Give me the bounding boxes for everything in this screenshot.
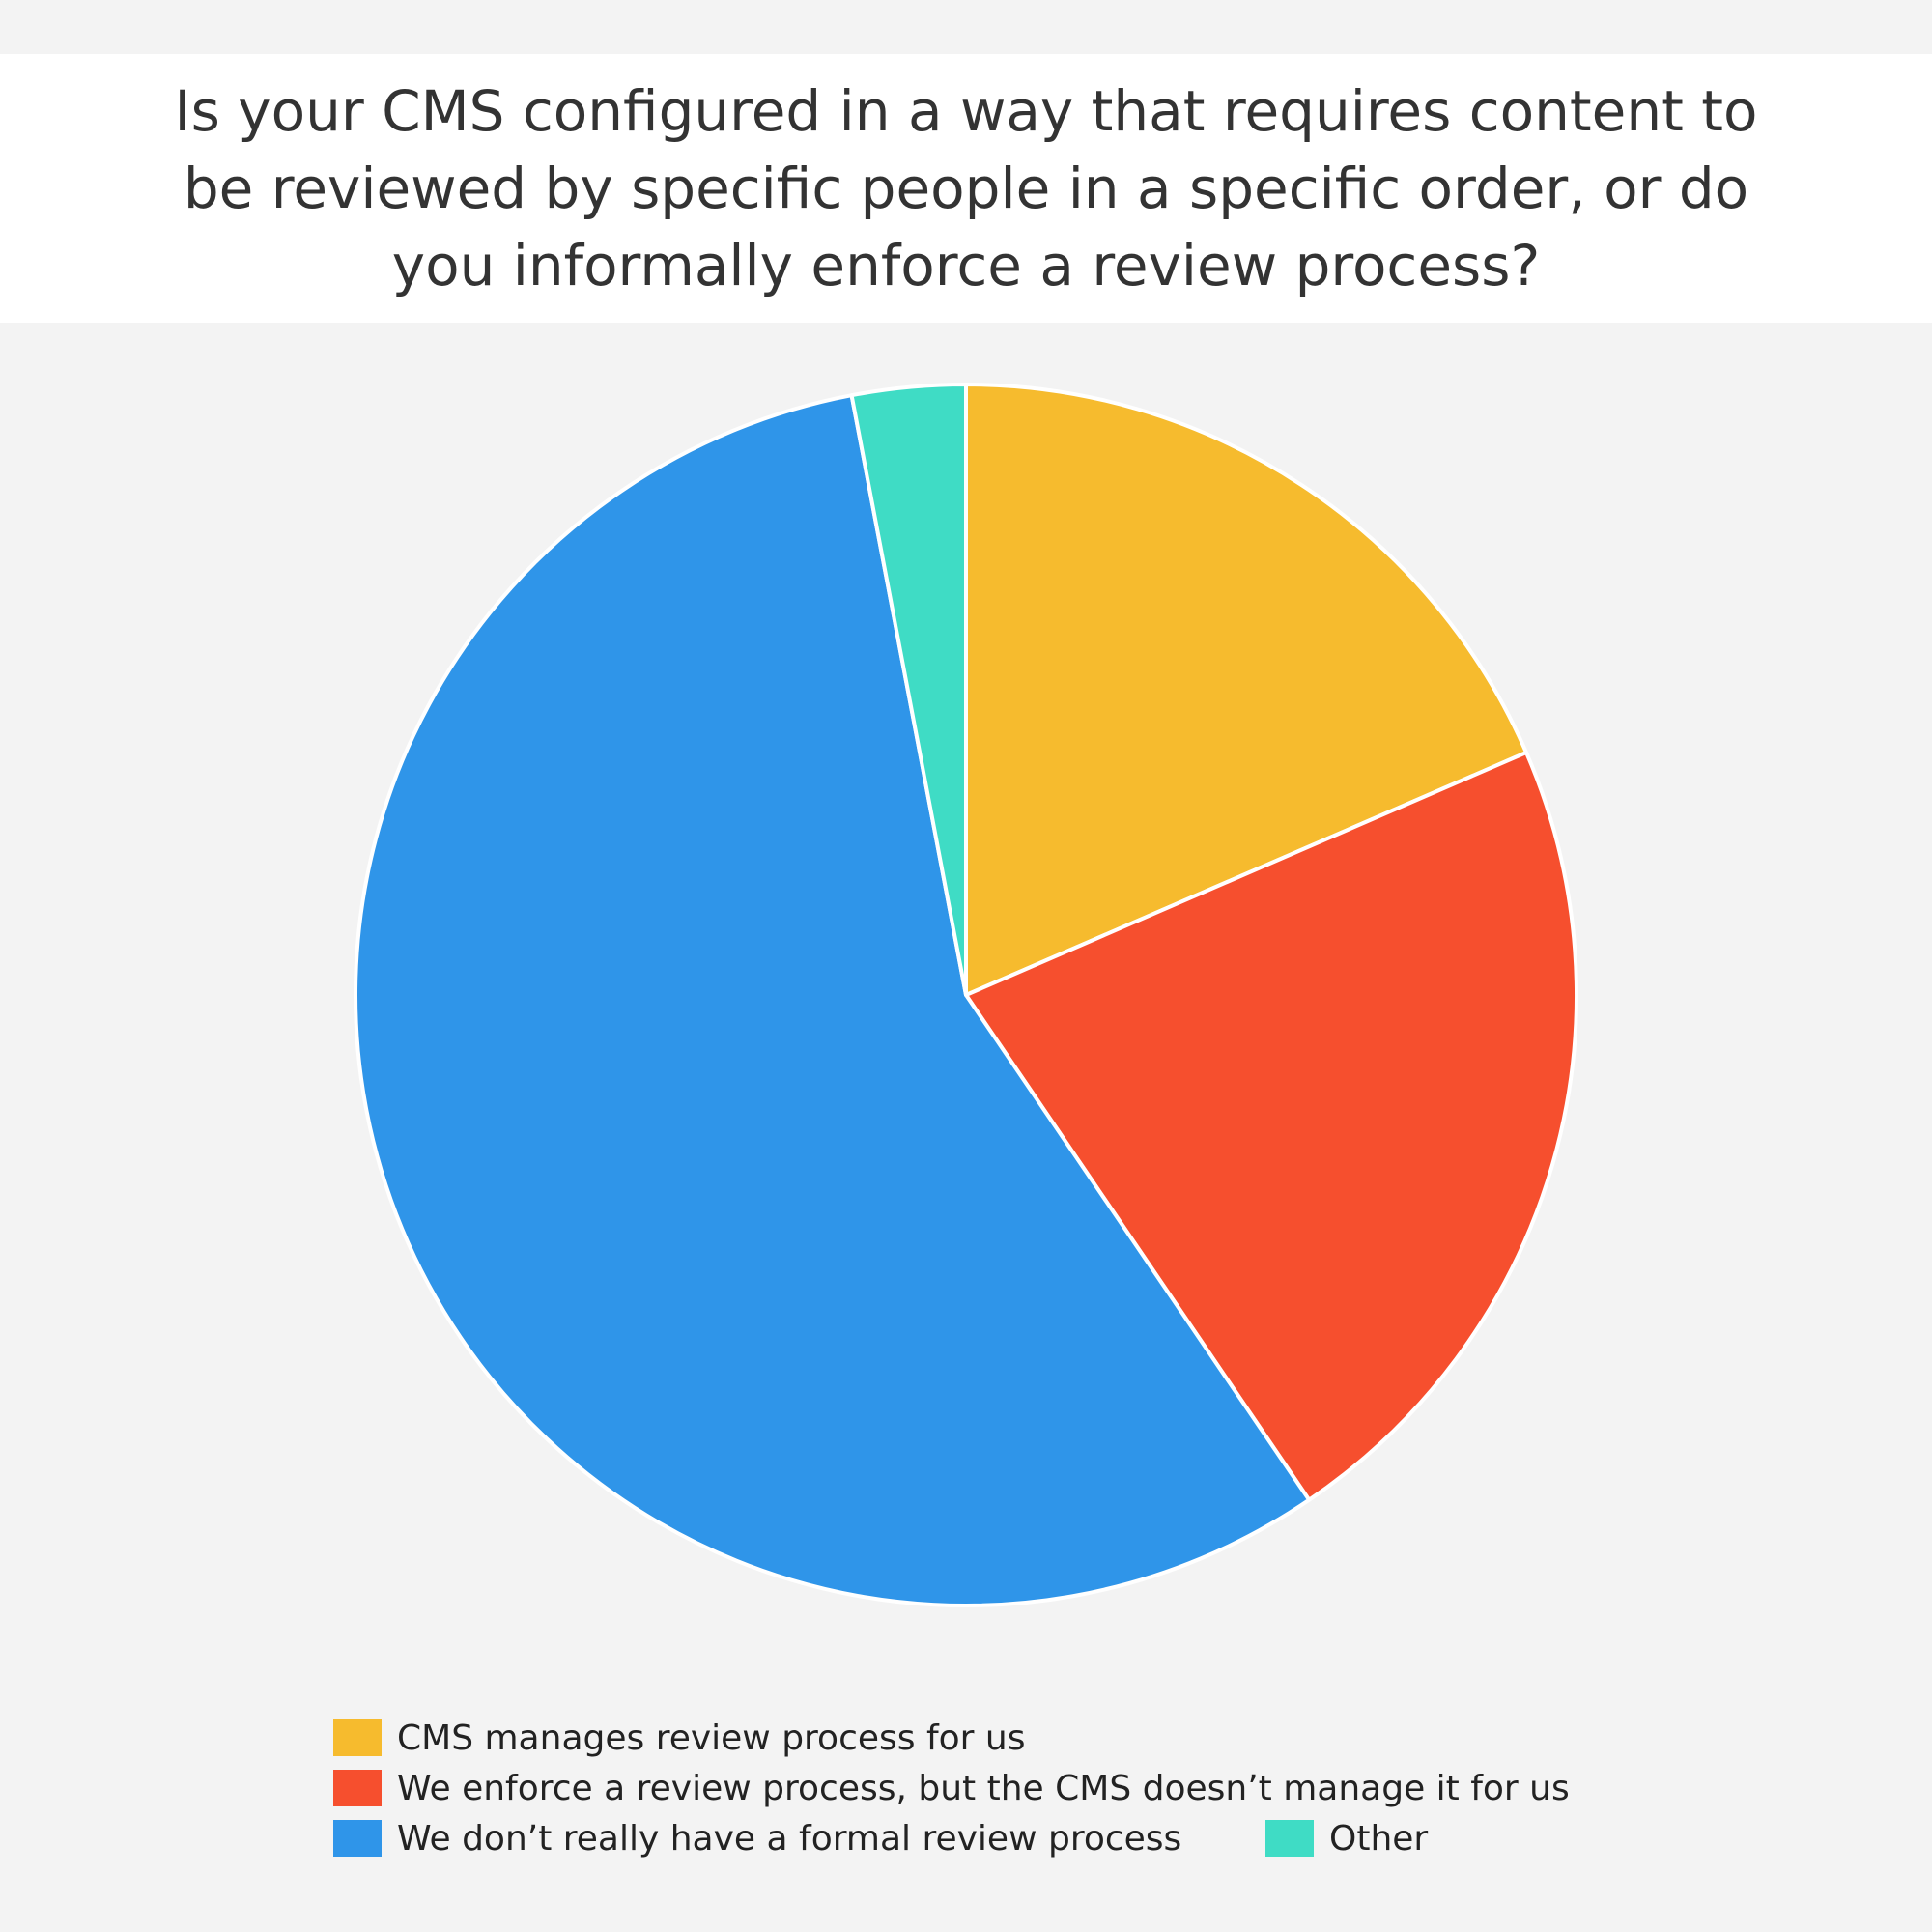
- legend-item-other: Other: [1265, 1815, 1428, 1861]
- legend-swatch-other: [1265, 1820, 1314, 1857]
- title-band: Is your CMS configured in a way that req…: [0, 54, 1932, 323]
- legend-label-no-formal: We don’t really have a formal review pro…: [397, 1818, 1182, 1859]
- pie-slice-no-formal: [354, 393, 1312, 1607]
- legend-swatch-we-enforce: [333, 1770, 382, 1806]
- pie-slice-other: [849, 383, 968, 997]
- pie-slices: [354, 383, 1578, 1607]
- legend: CMS manages review process for us We enf…: [333, 1715, 1686, 1869]
- legend-item-cms-manages: CMS manages review process for us: [333, 1715, 1026, 1761]
- pie-slice-we-enforce: [964, 751, 1578, 1502]
- legend-label-we-enforce: We enforce a review process, but the CMS…: [397, 1768, 1570, 1808]
- pie-slice-cms-manages: [964, 383, 1529, 997]
- legend-label-other: Other: [1329, 1818, 1429, 1859]
- chart-title: Is your CMS configured in a way that req…: [174, 78, 1758, 298]
- legend-item-no-formal: We don’t really have a formal review pro…: [333, 1815, 1181, 1861]
- legend-label-cms-manages: CMS manages review process for us: [397, 1718, 1026, 1758]
- legend-swatch-no-formal: [333, 1820, 382, 1857]
- legend-swatch-cms-manages: [333, 1719, 382, 1756]
- legend-item-we-enforce: We enforce a review process, but the CMS…: [333, 1765, 1570, 1811]
